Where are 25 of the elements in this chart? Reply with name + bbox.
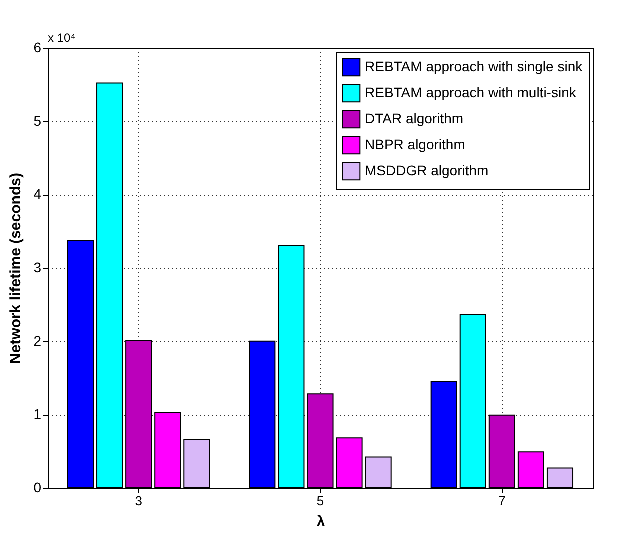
y-tick-label: 5 (34, 112, 42, 129)
text: x 10⁴ (48, 31, 76, 45)
x-tick-label: 3 (135, 494, 142, 508)
x-tick-label: 5 (316, 494, 324, 508)
bar (365, 456, 392, 488)
bar (336, 438, 363, 488)
bar (518, 452, 544, 488)
bar (460, 314, 486, 488)
legend-label: NBPR algorithm (365, 136, 466, 152)
y-tick-label: 3 (34, 260, 42, 276)
y-tick-label: 6 (34, 40, 42, 56)
legend-label: DTAR algorithm (365, 110, 464, 126)
y-axis-title: Network lifetime (seconds) (8, 173, 25, 364)
bar (184, 439, 210, 488)
bar (546, 468, 574, 488)
y-tick-label: 0 (34, 480, 42, 496)
x-axis-title: λ (316, 514, 326, 530)
bar (67, 240, 94, 488)
x-tick-label: 7 (498, 494, 506, 508)
legend-label: REBTAM approach with single sink (365, 58, 584, 74)
legend-label: MSDDGR algorithm (365, 162, 489, 178)
legend-label: REBTAM approach with multi-sink (365, 84, 578, 100)
y-tick-label: 1 (34, 406, 42, 422)
y-tick-label: 2 (34, 332, 42, 349)
y-tick-label: 4 (34, 186, 42, 202)
